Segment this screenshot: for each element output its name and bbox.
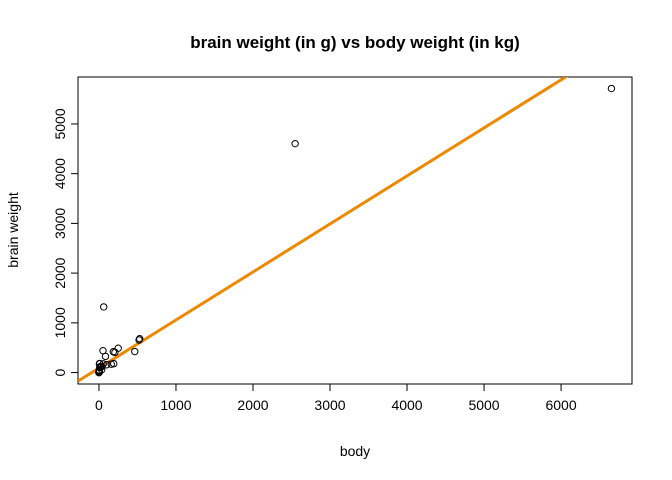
y-axis-label: brain weight <box>5 192 21 268</box>
plot-area <box>77 76 633 385</box>
y-axis: 0 1000 2000 3000 4000 5000 <box>52 108 79 376</box>
y-tick-label: 3000 <box>52 208 68 239</box>
data-point <box>99 360 107 368</box>
data-point <box>291 139 299 148</box>
y-tick-label: 0 <box>52 368 68 376</box>
points-layer <box>95 84 616 377</box>
data-point <box>135 335 144 343</box>
x-tick-label: 4000 <box>391 397 422 413</box>
data-point <box>131 347 139 356</box>
plot-frame <box>77 76 633 385</box>
fit-line-layer <box>78 77 569 383</box>
data-point <box>95 368 103 377</box>
y-tick-label: 1000 <box>52 307 68 338</box>
data-point <box>607 84 616 93</box>
data-point <box>96 359 104 368</box>
x-tick-label: 6000 <box>545 397 576 413</box>
x-tick-label: 1000 <box>160 397 191 413</box>
y-tick-label: 2000 <box>52 257 68 288</box>
x-tick-label: 3000 <box>314 397 345 413</box>
regression-line <box>78 77 569 383</box>
x-axis: 0 1000 2000 3000 4000 5000 6000 <box>95 383 577 413</box>
data-point <box>114 344 122 352</box>
chart-title: brain weight (in g) vs body weight (in k… <box>190 33 520 52</box>
y-tick-label: 5000 <box>52 108 68 139</box>
data-point <box>102 361 111 369</box>
x-tick-label: 5000 <box>468 397 499 413</box>
data-point <box>110 359 118 368</box>
x-tick-label: 2000 <box>237 397 268 413</box>
x-axis-label: body <box>340 443 370 459</box>
data-point <box>99 346 107 355</box>
x-tick-label: 0 <box>95 397 103 413</box>
data-point <box>100 303 108 311</box>
y-tick-label: 4000 <box>52 158 68 189</box>
